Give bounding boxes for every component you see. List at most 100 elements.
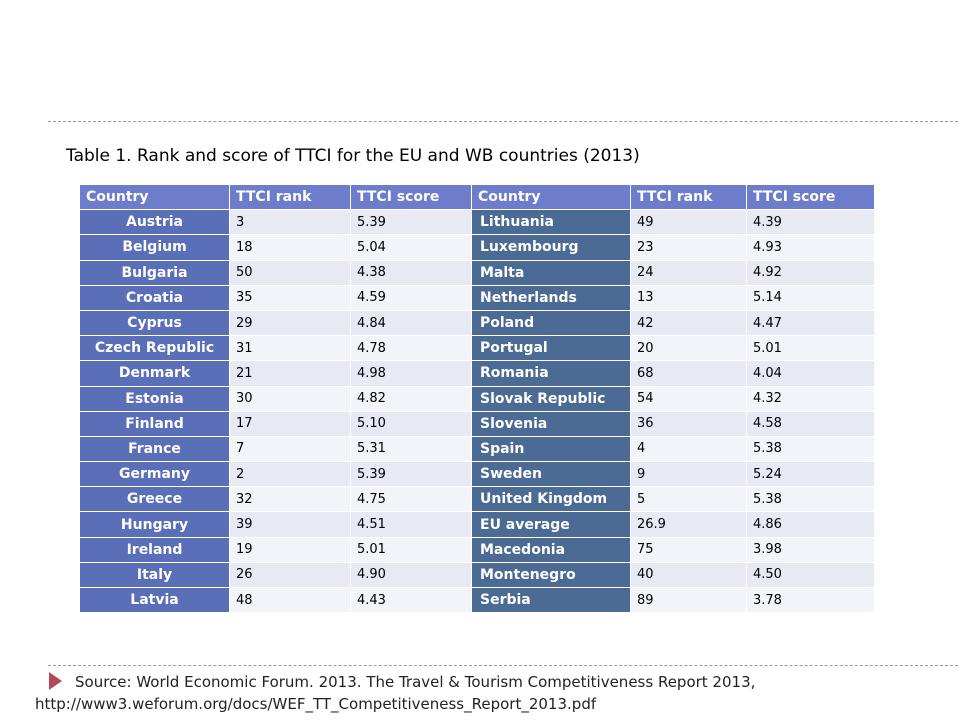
- rank-cell: 40: [630, 561, 747, 589]
- table-row: France 7 5.31 Spain 4 5.38: [79, 435, 875, 463]
- table-row: Belgium 18 5.04 Luxembourg 23 4.93: [79, 234, 875, 261]
- country-cell: EU average: [471, 511, 631, 538]
- rank-cell: 50: [229, 259, 351, 286]
- country-cell: Netherlands: [471, 284, 631, 311]
- country-cell: Montenegro: [471, 561, 631, 589]
- rank-cell: 20: [630, 335, 747, 362]
- country-cell: Denmark: [79, 360, 230, 387]
- country-cell: Malta: [471, 259, 631, 286]
- country-cell: Czech Republic: [79, 335, 230, 362]
- rank-cell: 9: [630, 461, 747, 488]
- table-row: Bulgaria 50 4.38 Malta 24 4.92: [79, 259, 875, 286]
- triangle-bullet-icon: [49, 672, 62, 690]
- ttci-table: Country TTCI rank TTCI score Country TTC…: [79, 183, 875, 614]
- rank-cell: 21: [229, 360, 351, 387]
- header-country-left: Country: [79, 183, 230, 211]
- rank-cell: 32: [229, 486, 351, 513]
- table-row: Cyprus 29 4.84 Poland 42 4.47: [79, 309, 875, 337]
- country-cell: Ireland: [79, 536, 230, 563]
- score-cell: 5.39: [350, 209, 472, 236]
- rank-cell: 39: [229, 511, 351, 538]
- source-text: Source: World Economic Forum. 2013. The …: [75, 673, 756, 691]
- country-cell: Germany: [79, 461, 230, 488]
- country-cell: United Kingdom: [471, 486, 631, 513]
- table-row: Greece 32 4.75 United Kingdom 5 5.38: [79, 486, 875, 513]
- score-cell: 4.82: [350, 385, 472, 412]
- rank-cell: 75: [630, 536, 747, 563]
- table-row: Austria 3 5.39 Lithuania 49 4.39: [79, 209, 875, 236]
- header-score-left: TTCI score: [350, 183, 472, 211]
- table-row: Germany 2 5.39 Sweden 9 5.24: [79, 461, 875, 488]
- header-country-right: Country: [471, 183, 631, 211]
- country-cell: Poland: [471, 309, 631, 337]
- header-rank-right: TTCI rank: [630, 183, 747, 211]
- country-cell: Lithuania: [471, 209, 631, 236]
- score-cell: 3.98: [746, 536, 875, 563]
- rank-cell: 13: [630, 284, 747, 311]
- country-cell: Greece: [79, 486, 230, 513]
- table-caption: Table 1. Rank and score of TTCI for the …: [66, 146, 640, 166]
- score-cell: 5.01: [350, 536, 472, 563]
- rank-cell: 23: [630, 234, 747, 261]
- country-cell: Cyprus: [79, 309, 230, 337]
- rank-cell: 26: [229, 561, 351, 589]
- score-cell: 5.38: [746, 435, 875, 463]
- country-cell: Slovak Republic: [471, 385, 631, 412]
- score-cell: 4.38: [350, 259, 472, 286]
- rank-cell: 18: [229, 234, 351, 261]
- country-cell: Slovenia: [471, 410, 631, 437]
- table-row: Hungary 39 4.51 EU average 26.9 4.86: [79, 511, 875, 538]
- country-cell: Romania: [471, 360, 631, 387]
- country-cell: Sweden: [471, 461, 631, 488]
- country-cell: France: [79, 435, 230, 463]
- country-cell: Croatia: [79, 284, 230, 311]
- score-cell: 5.01: [746, 335, 875, 362]
- country-cell: Serbia: [471, 586, 631, 614]
- score-cell: 4.50: [746, 561, 875, 589]
- header-score-right: TTCI score: [746, 183, 875, 211]
- bottom-divider: [48, 665, 960, 666]
- country-cell: Belgium: [79, 234, 230, 261]
- score-cell: 4.04: [746, 360, 875, 387]
- rank-cell: 24: [630, 259, 747, 286]
- rank-cell: 7: [229, 435, 351, 463]
- table-row: Ireland 19 5.01 Macedonia 75 3.98: [79, 536, 875, 563]
- score-cell: 4.59: [350, 284, 472, 311]
- country-cell: Macedonia: [471, 536, 631, 563]
- rank-cell: 19: [229, 536, 351, 563]
- score-cell: 4.43: [350, 586, 472, 614]
- score-cell: 4.58: [746, 410, 875, 437]
- score-cell: 5.38: [746, 486, 875, 513]
- rank-cell: 3: [229, 209, 351, 236]
- country-cell: Latvia: [79, 586, 230, 614]
- rank-cell: 26.9: [630, 511, 747, 538]
- score-cell: 5.14: [746, 284, 875, 311]
- table-row: Latvia 48 4.43 Serbia 89 3.78: [79, 586, 875, 614]
- score-cell: 4.90: [350, 561, 472, 589]
- score-cell: 3.78: [746, 586, 875, 614]
- table-header-row: Country TTCI rank TTCI score Country TTC…: [79, 183, 875, 211]
- score-cell: 5.24: [746, 461, 875, 488]
- top-divider: [48, 121, 960, 122]
- table-body: Austria 3 5.39 Lithuania 49 4.39 Belgium 18 5.04…: [79, 209, 875, 614]
- score-cell: 4.32: [746, 385, 875, 412]
- table-row: Denmark 21 4.98 Romania 68 4.04: [79, 360, 875, 387]
- source-url: http://www3.weforum.org/docs/WEF_TT_Comp…: [35, 695, 597, 713]
- country-cell: Spain: [471, 435, 631, 463]
- score-cell: 4.92: [746, 259, 875, 286]
- header-rank-left: TTCI rank: [229, 183, 351, 211]
- score-cell: 4.93: [746, 234, 875, 261]
- score-cell: 4.86: [746, 511, 875, 538]
- rank-cell: 49: [630, 209, 747, 236]
- country-cell: Austria: [79, 209, 230, 236]
- table-row: Croatia 35 4.59 Netherlands 13 5.14: [79, 284, 875, 311]
- rank-cell: 30: [229, 385, 351, 412]
- rank-cell: 17: [229, 410, 351, 437]
- table-row: Italy 26 4.90 Montenegro 40 4.50: [79, 561, 875, 589]
- country-cell: Bulgaria: [79, 259, 230, 286]
- country-cell: Italy: [79, 561, 230, 589]
- score-cell: 5.04: [350, 234, 472, 261]
- score-cell: 5.39: [350, 461, 472, 488]
- score-cell: 4.39: [746, 209, 875, 236]
- country-cell: Portugal: [471, 335, 631, 362]
